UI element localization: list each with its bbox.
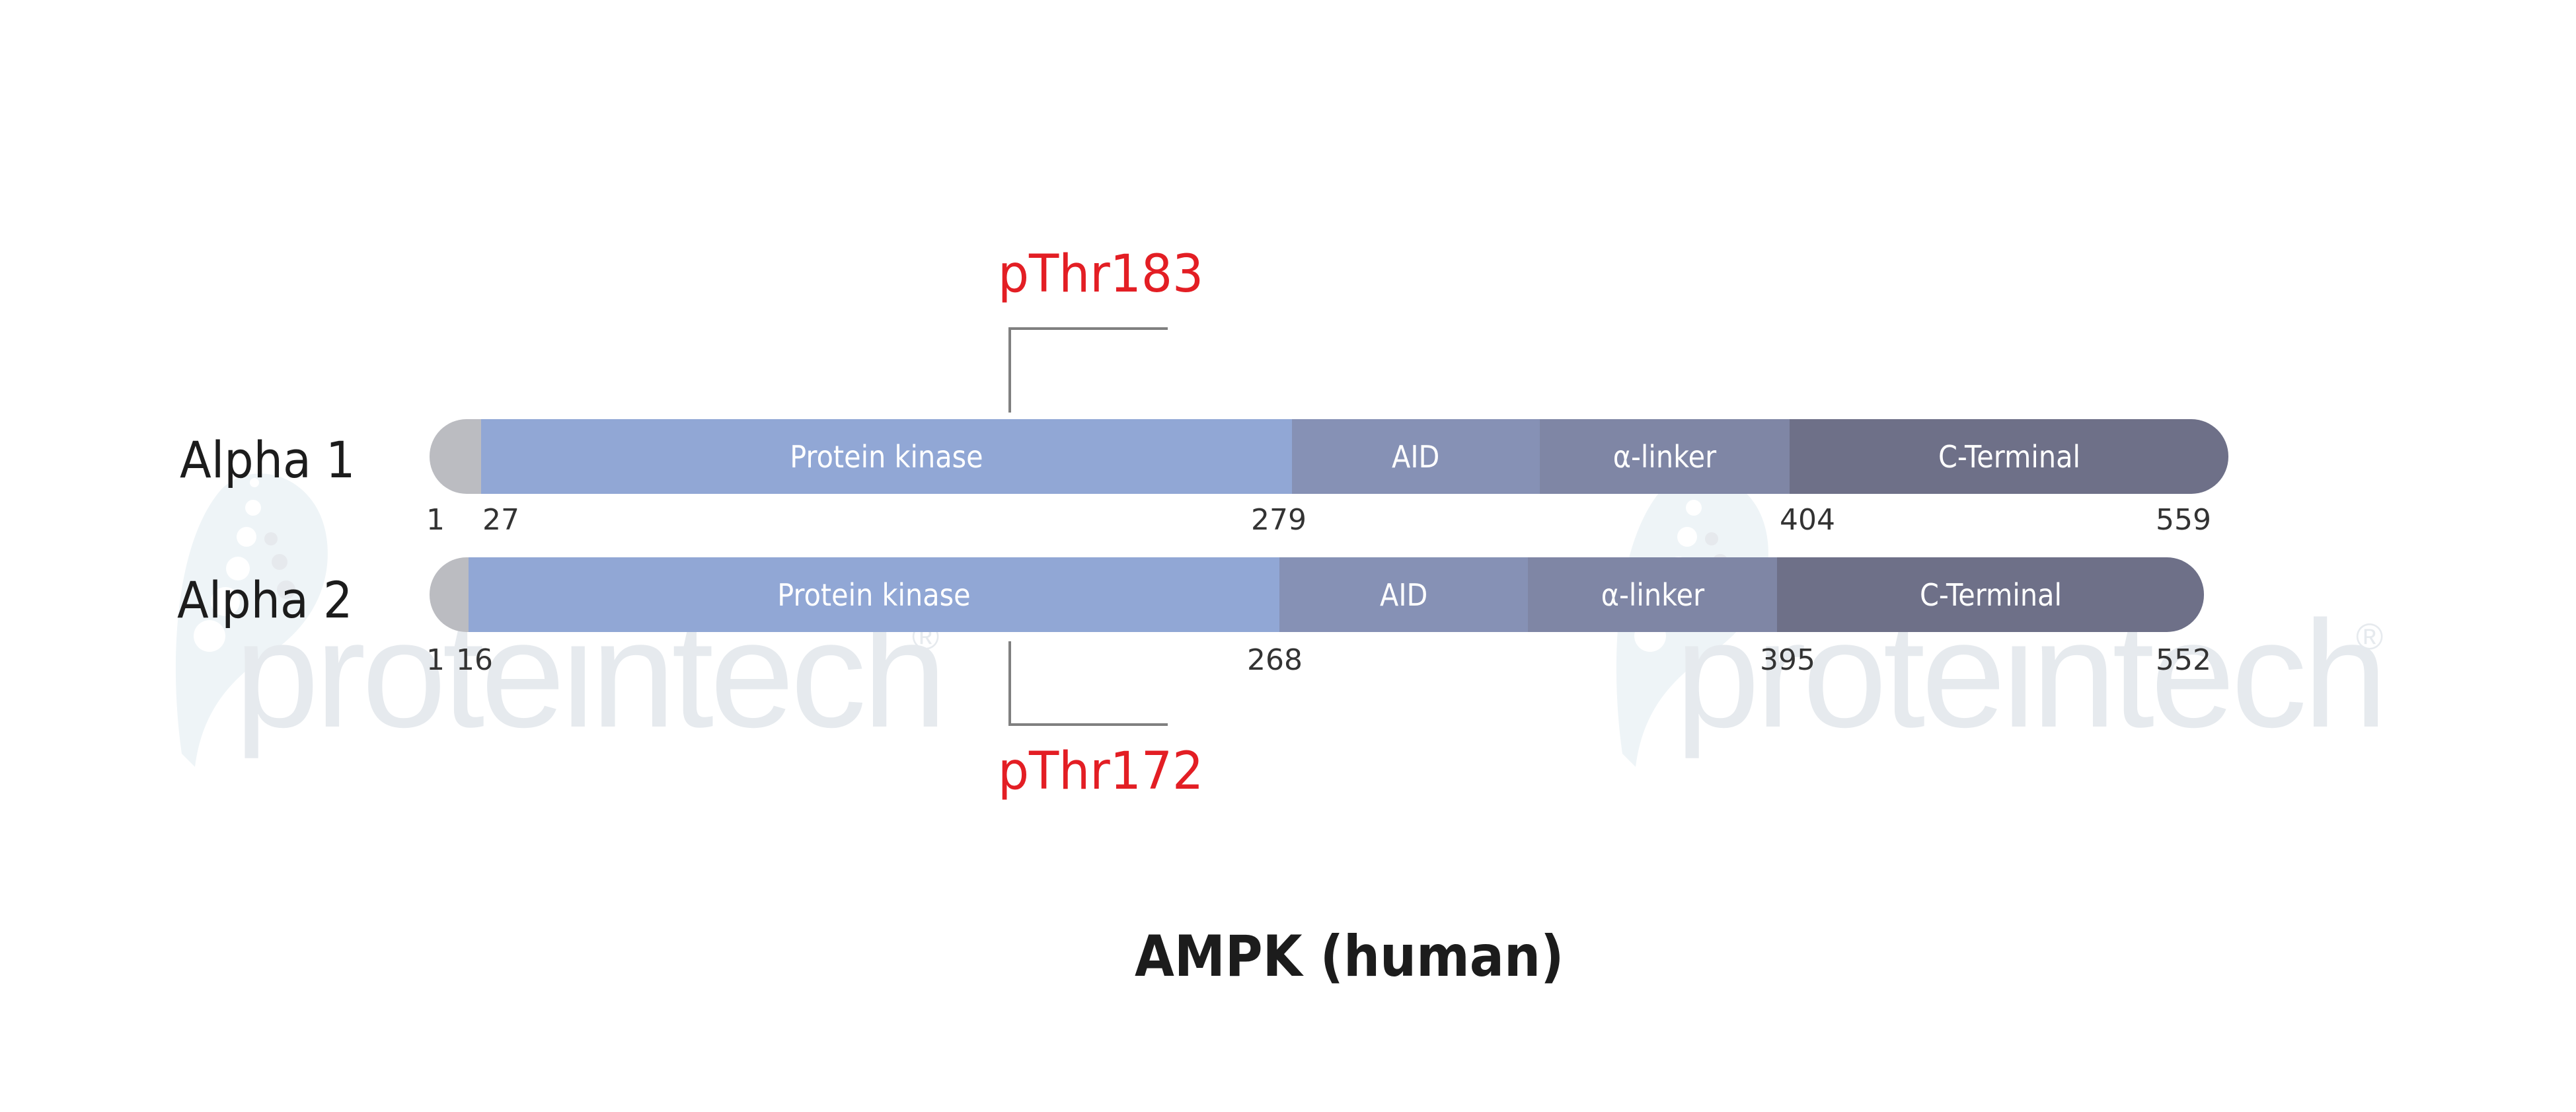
segment-label: α-linker <box>1612 438 1717 475</box>
domain-bar-alpha-2: Protein kinase AID α-linker C-Terminal <box>430 557 2204 632</box>
segment-n-terminal <box>430 419 481 494</box>
position-label: 27 <box>482 503 519 537</box>
connector-vertical <box>1008 327 1011 413</box>
connector-horizontal <box>1008 327 1168 330</box>
segment-label: C-Terminal <box>1919 576 2062 613</box>
position-label: 404 <box>1780 503 1835 537</box>
position-label: 395 <box>1760 643 1815 677</box>
isoform-label-alpha-2: Alpha 2 <box>177 571 353 629</box>
segment-label: α-linker <box>1601 576 1704 613</box>
connector-vertical <box>1008 641 1011 726</box>
segment-c-terminal: C-Terminal <box>1790 419 2228 494</box>
isoform-label-alpha-1: Alpha 1 <box>180 430 356 489</box>
segment-protein-kinase: Protein kinase <box>469 557 1279 632</box>
watermark-logo-icon <box>175 473 328 767</box>
segment-label: AID <box>1392 438 1440 475</box>
position-label: 279 <box>1251 503 1307 537</box>
phospho-site-label-pthr183: pThr183 <box>998 245 1204 304</box>
segment-label: Protein kinase <box>790 438 983 475</box>
position-label: 559 <box>2156 503 2211 537</box>
position-label: 552 <box>2156 643 2211 677</box>
segment-aid: AID <box>1292 419 1540 494</box>
segment-c-terminal: C-Terminal <box>1777 557 2204 632</box>
watermark-registered-right: ® <box>2356 616 2384 657</box>
position-label: 268 <box>1247 643 1303 677</box>
segment-protein-kinase: Protein kinase <box>481 419 1292 494</box>
domain-bar-alpha-1: Protein kinase AID α-linker C-Terminal <box>430 419 2228 494</box>
diagram-title: AMPK (human) <box>1135 924 1564 990</box>
position-label: 1 <box>426 503 445 537</box>
segment-alpha-linker: α-linker <box>1540 419 1790 494</box>
segment-aid: AID <box>1279 557 1528 632</box>
connector-horizontal <box>1008 723 1168 726</box>
segment-alpha-linker: α-linker <box>1528 557 1777 632</box>
phospho-site-label-pthr172: pThr172 <box>998 742 1204 801</box>
segment-label: AID <box>1379 576 1428 613</box>
segment-label: C-Terminal <box>1938 438 2080 475</box>
position-label: 16 <box>456 643 493 677</box>
position-label: 1 <box>426 643 445 677</box>
segment-label: Protein kinase <box>777 576 971 613</box>
